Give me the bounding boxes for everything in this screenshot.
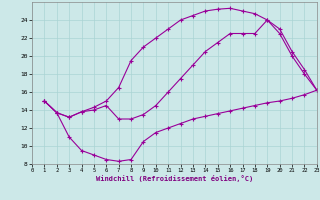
X-axis label: Windchill (Refroidissement éolien,°C): Windchill (Refroidissement éolien,°C) [96,175,253,182]
